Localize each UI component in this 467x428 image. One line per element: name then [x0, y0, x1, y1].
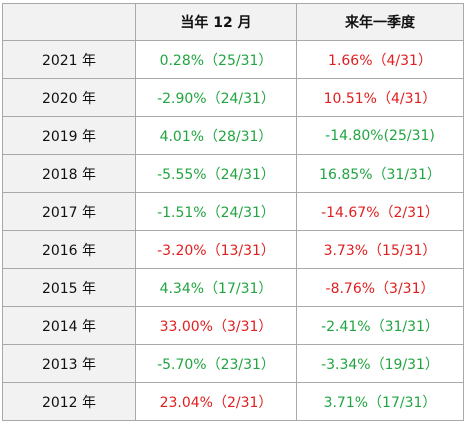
december-value: 4.01%（28/31）	[135, 116, 297, 155]
december-value: -5.55%（24/31）	[135, 154, 297, 193]
december-value: 0.28%（25/31）	[135, 40, 297, 79]
year-cell: 2021 年	[2, 40, 136, 79]
table-row: 2018 年 -5.55%（24/31） 16.85%（31/31）	[2, 154, 464, 193]
table-body: 2021 年 0.28%（25/31） 1.66%（4/31） 2020 年 -…	[2, 40, 464, 421]
next-q1-value: -14.80%(25/31)	[296, 116, 464, 155]
table-row: 2021 年 0.28%（25/31） 1.66%（4/31）	[2, 40, 464, 79]
next-q1-value: 1.66%（4/31）	[296, 40, 464, 79]
december-value: -2.90%（24/31）	[135, 78, 297, 117]
year-cell: 2015 年	[2, 268, 136, 307]
year-cell: 2012 年	[2, 382, 136, 421]
december-value: -3.20%（13/31）	[135, 230, 297, 269]
december-value: 4.34%（17/31）	[135, 268, 297, 307]
next-q1-value: -2.41%（31/31）	[296, 306, 464, 345]
table-row: 2017 年 -1.51%（24/31） -14.67%（2/31）	[2, 192, 464, 231]
year-cell: 2013 年	[2, 344, 136, 383]
year-cell: 2017 年	[2, 192, 136, 231]
table-row: 2013 年 -5.70%（23/31） -3.34%（19/31）	[2, 344, 464, 383]
header-december: 当年 12 月	[135, 3, 297, 41]
next-q1-value: 10.51%（4/31）	[296, 78, 464, 117]
next-q1-value: 3.71%（17/31）	[296, 382, 464, 421]
header-corner-cell	[2, 3, 136, 41]
next-q1-value: 3.73%（15/31）	[296, 230, 464, 269]
next-q1-value: -3.34%（19/31）	[296, 344, 464, 383]
december-value: 33.00%（3/31）	[135, 306, 297, 345]
header-next-q1: 来年一季度	[296, 3, 464, 41]
year-cell: 2014 年	[2, 306, 136, 345]
table-row: 2015 年 4.34%（17/31） -8.76%（3/31）	[2, 268, 464, 307]
december-value: 23.04%（2/31）	[135, 382, 297, 421]
year-cell: 2016 年	[2, 230, 136, 269]
year-cell: 2019 年	[2, 116, 136, 155]
december-value: -5.70%（23/31）	[135, 344, 297, 383]
header-row: 当年 12 月 来年一季度	[2, 3, 464, 41]
performance-table: 当年 12 月 来年一季度 2021 年 0.28%（25/31） 1.66%（…	[2, 3, 464, 421]
december-value: -1.51%（24/31）	[135, 192, 297, 231]
table-row: 2014 年 33.00%（3/31） -2.41%（31/31）	[2, 306, 464, 345]
table-header: 当年 12 月 来年一季度	[2, 3, 464, 41]
next-q1-value: 16.85%（31/31）	[296, 154, 464, 193]
year-cell: 2020 年	[2, 78, 136, 117]
table-row: 2016 年 -3.20%（13/31） 3.73%（15/31）	[2, 230, 464, 269]
next-q1-value: -8.76%（3/31）	[296, 268, 464, 307]
table-row: 2012 年 23.04%（2/31） 3.71%（17/31）	[2, 382, 464, 421]
next-q1-value: -14.67%（2/31）	[296, 192, 464, 231]
table-row: 2020 年 -2.90%（24/31） 10.51%（4/31）	[2, 78, 464, 117]
year-cell: 2018 年	[2, 154, 136, 193]
table-row: 2019 年 4.01%（28/31） -14.80%(25/31)	[2, 116, 464, 155]
